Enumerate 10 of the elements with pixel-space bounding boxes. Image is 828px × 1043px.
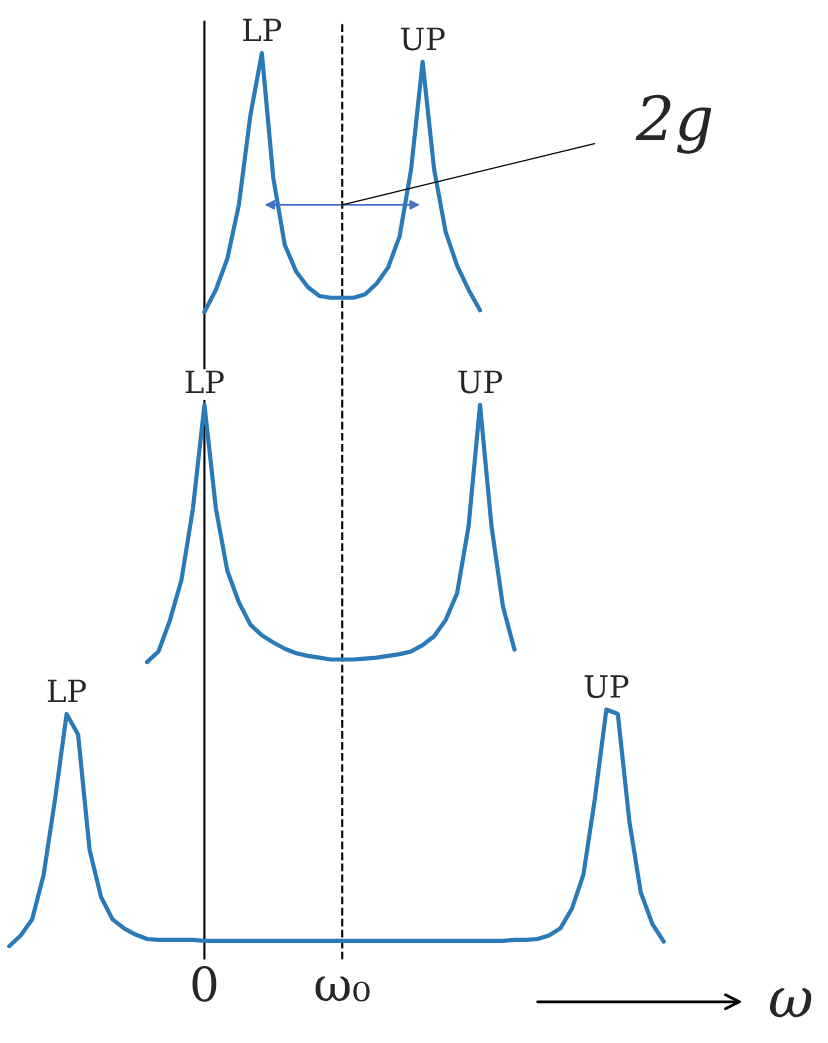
x-tick-label: ω₀	[315, 976, 370, 1002]
annotation: 2g	[635, 94, 712, 154]
annotation: LP	[47, 679, 86, 703]
annotation: UP	[458, 370, 503, 394]
annotation: LP	[185, 370, 224, 393]
text: LP	[243, 18, 282, 42]
text: UP	[400, 27, 445, 51]
x-tick-label: 0	[192, 965, 217, 1002]
annotation: UP	[584, 675, 629, 698]
x-axis-title: ω	[769, 988, 812, 1018]
